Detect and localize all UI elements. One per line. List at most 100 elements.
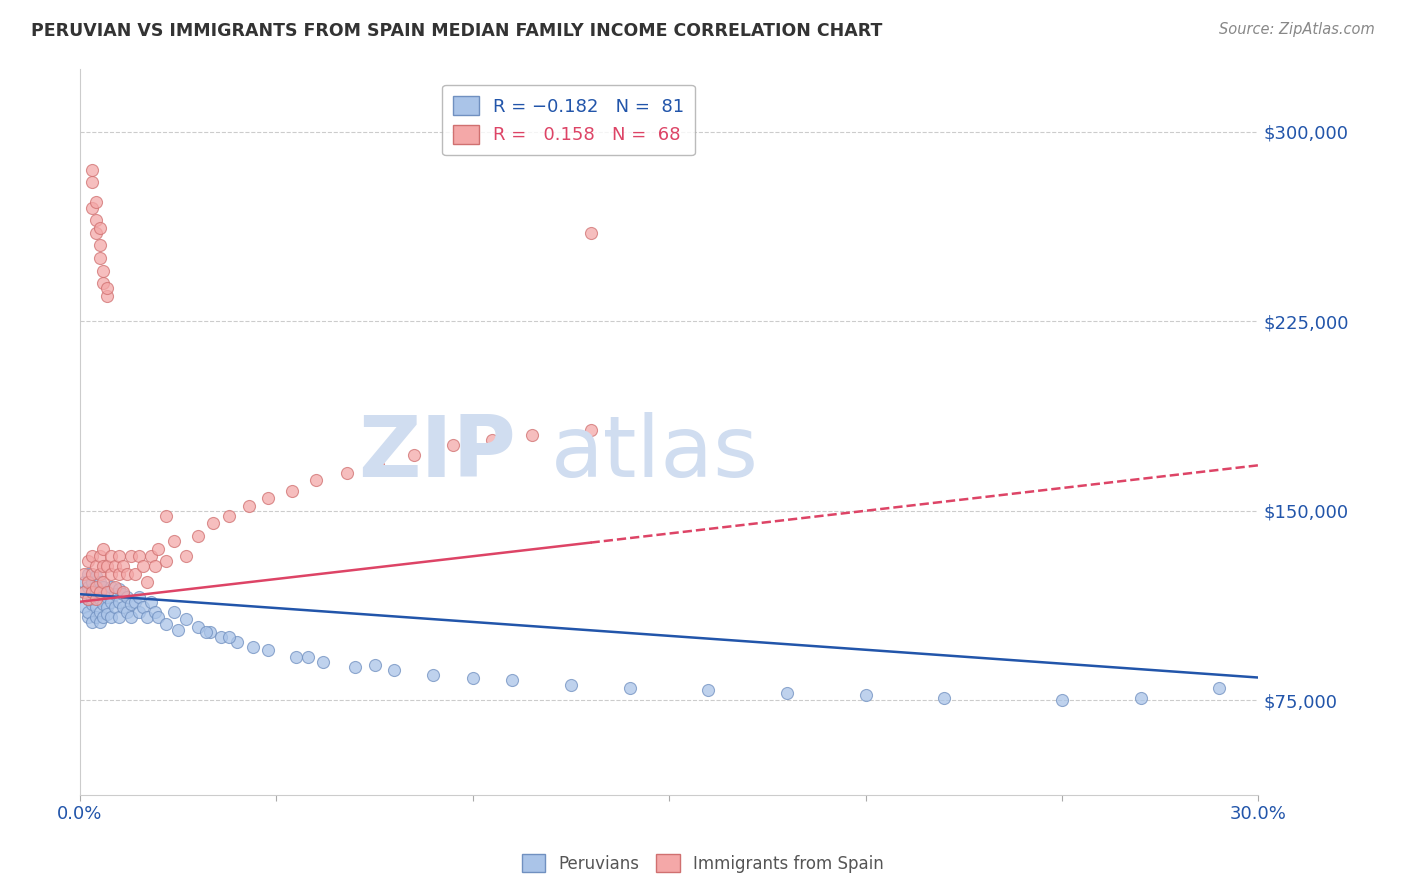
Point — [1050, 693, 1073, 707]
Point — [343, 660, 366, 674]
Point — [93, 574, 115, 589]
Point — [226, 635, 249, 649]
Point — [163, 605, 186, 619]
Point — [579, 423, 602, 437]
Point — [84, 213, 107, 227]
Point — [84, 559, 107, 574]
Point — [124, 595, 146, 609]
Point — [104, 580, 127, 594]
Point — [108, 549, 131, 564]
Point — [619, 681, 641, 695]
Point — [96, 590, 118, 604]
Point — [73, 566, 96, 581]
Point — [76, 610, 98, 624]
Point — [163, 534, 186, 549]
Point — [93, 597, 115, 611]
Point — [257, 642, 280, 657]
Point — [218, 630, 240, 644]
Point — [84, 592, 107, 607]
Point — [148, 541, 170, 556]
Point — [112, 587, 135, 601]
Point — [96, 559, 118, 574]
Point — [187, 620, 209, 634]
Point — [132, 599, 155, 614]
Point — [93, 559, 115, 574]
Point — [80, 615, 103, 629]
Point — [143, 605, 166, 619]
Point — [194, 625, 217, 640]
Point — [124, 566, 146, 581]
Point — [84, 226, 107, 240]
Point — [167, 623, 190, 637]
Point — [367, 458, 389, 473]
Point — [115, 566, 138, 581]
Point — [89, 220, 111, 235]
Legend: Peruvians, Immigrants from Spain: Peruvians, Immigrants from Spain — [516, 847, 890, 880]
Point — [80, 162, 103, 177]
Point — [128, 605, 150, 619]
Point — [120, 597, 142, 611]
Point — [143, 559, 166, 574]
Point — [84, 584, 107, 599]
Point — [73, 599, 96, 614]
Point — [284, 650, 307, 665]
Point — [402, 448, 425, 462]
Point — [108, 582, 131, 596]
Point — [89, 566, 111, 581]
Point — [155, 508, 177, 523]
Point — [115, 605, 138, 619]
Point — [218, 508, 240, 523]
Point — [96, 289, 118, 303]
Point — [281, 483, 304, 498]
Point — [80, 175, 103, 189]
Point — [89, 605, 111, 619]
Point — [84, 569, 107, 583]
Point — [1129, 690, 1152, 705]
Point — [297, 650, 319, 665]
Point — [76, 580, 98, 594]
Point — [202, 516, 225, 531]
Point — [93, 541, 115, 556]
Point — [89, 574, 111, 589]
Point — [304, 474, 326, 488]
Point — [108, 566, 131, 581]
Point — [96, 584, 118, 599]
Point — [120, 549, 142, 564]
Point — [363, 657, 385, 672]
Point — [155, 617, 177, 632]
Point — [89, 549, 111, 564]
Text: Source: ZipAtlas.com: Source: ZipAtlas.com — [1219, 22, 1375, 37]
Point — [776, 686, 799, 700]
Point — [76, 566, 98, 581]
Point — [93, 580, 115, 594]
Point — [73, 574, 96, 589]
Point — [76, 554, 98, 568]
Point — [104, 587, 127, 601]
Point — [73, 584, 96, 599]
Point — [80, 597, 103, 611]
Point — [112, 599, 135, 614]
Point — [93, 263, 115, 277]
Point — [89, 584, 111, 599]
Point — [80, 574, 103, 589]
Point — [104, 559, 127, 574]
Point — [115, 590, 138, 604]
Point — [238, 499, 260, 513]
Point — [100, 610, 122, 624]
Point — [100, 549, 122, 564]
Point — [128, 549, 150, 564]
Point — [96, 281, 118, 295]
Text: ZIP: ZIP — [359, 412, 516, 495]
Point — [93, 584, 115, 599]
Point — [139, 549, 162, 564]
Point — [104, 599, 127, 614]
Point — [187, 529, 209, 543]
Point — [76, 605, 98, 619]
Point — [1208, 681, 1230, 695]
Point — [80, 549, 103, 564]
Point — [697, 683, 720, 698]
Point — [73, 584, 96, 599]
Point — [112, 559, 135, 574]
Point — [209, 630, 232, 644]
Point — [198, 625, 221, 640]
